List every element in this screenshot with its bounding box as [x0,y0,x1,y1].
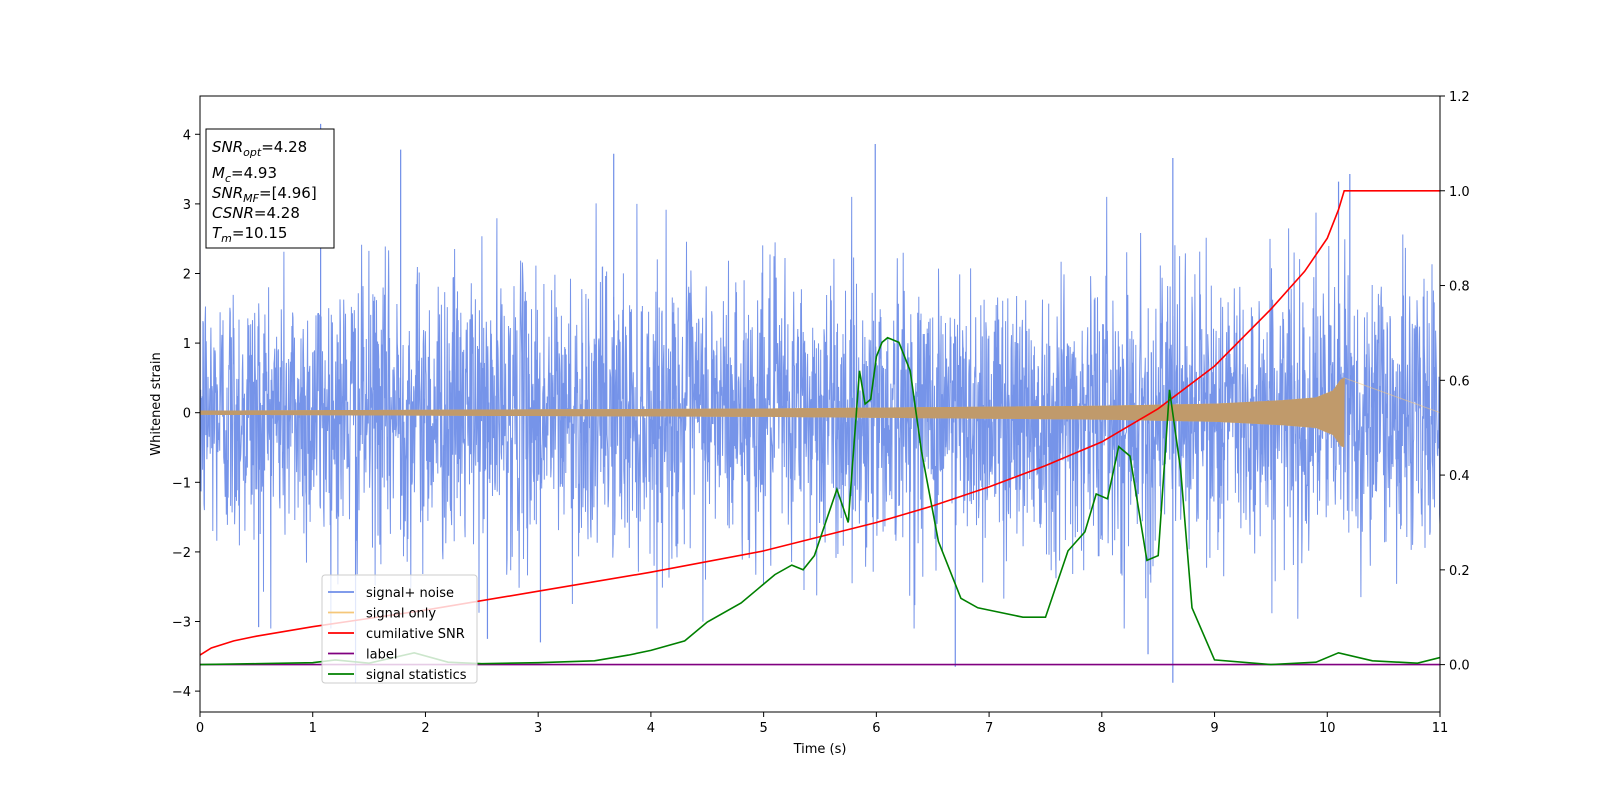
y-right-tick-label: 0.0 [1449,659,1470,674]
y-right-tick-label: 0.4 [1449,469,1470,484]
y-left-tick-label: −1 [172,476,191,491]
series-layer [200,123,1440,683]
annotation-frame [205,128,335,249]
x-tick-label: 2 [421,721,429,736]
y-right-tick-label: 0.6 [1449,374,1470,389]
legend-label: cumilative SNR [366,627,465,642]
legend: signal+ noise signal only cumilative SNR la… [321,574,478,684]
series-line-cumilative-snr [200,190,1440,656]
y-left-tick-label: −2 [172,546,191,561]
annotation-csnr: CSNR=4.28 [212,204,300,222]
x-tick-label: 7 [985,721,993,736]
y-left-tick-label: −3 [172,616,191,631]
legend-frame [321,574,478,684]
x-tick-label: 6 [872,721,880,736]
x-tick-label: 8 [1098,721,1106,736]
y-left-tick-label: −4 [172,685,191,700]
x-tick-label: 4 [647,721,655,736]
y-right-tick-label: 0.8 [1449,280,1470,295]
x-axis-label: Time (s) [793,742,847,757]
x-axis: 0 1 2 3 4 5 6 7 8 9 10 11 [196,712,1448,736]
series-line-signal-statistics [200,336,1440,666]
legend-items: signal+ noise signal only cumilative SNR la… [328,586,467,683]
x-tick-label: 3 [534,721,542,736]
y-right-tick-label: 1.2 [1449,90,1470,105]
x-tick-label: 10 [1319,721,1336,736]
snr-annotation-box: SNRopt=4.28 Mc=4.93 SNRMF=[4.96] CSNR=4.… [205,128,335,249]
series-line-signal-only-overlay [200,377,1345,448]
y-left-tick-label: 4 [183,128,191,143]
y-left-tick-label: 1 [183,337,191,352]
y-axis-left: 4 3 2 1 0 −1 −2 −3 −4 [172,128,200,700]
annotation-tm: Tm=10.15 [212,224,287,245]
y-right-tick-label: 1.0 [1449,185,1470,200]
series-line-signal-noise [200,196,1440,629]
y-axis-right: 1.2 1.0 0.8 0.6 0.4 0.2 0.0 [1440,90,1470,674]
annotation-snr-mf: SNRMF=[4.96] [212,184,317,205]
y-left-tick-label: 3 [183,198,191,213]
y-right-tick-label: 0.2 [1449,564,1470,579]
x-tick-label: 11 [1432,721,1449,736]
legend-label: label [366,648,397,663]
y-axis-label: Whitened strain [149,352,164,455]
legend-label: signal statistics [366,668,467,683]
x-tick-label: 0 [196,721,204,736]
x-tick-label: 1 [309,721,317,736]
x-tick-label: 9 [1210,721,1218,736]
y-left-tick-label: 0 [183,407,191,422]
legend-label: signal+ noise [366,586,454,601]
annotation-snr-opt: SNRopt=4.28 [212,138,307,159]
x-tick-label: 5 [759,721,767,736]
y-left-tick-label: 2 [183,267,191,282]
annotation-mc: Mc=4.93 [212,164,277,185]
plot-frame [199,95,1441,713]
legend-label: signal only [366,607,436,622]
